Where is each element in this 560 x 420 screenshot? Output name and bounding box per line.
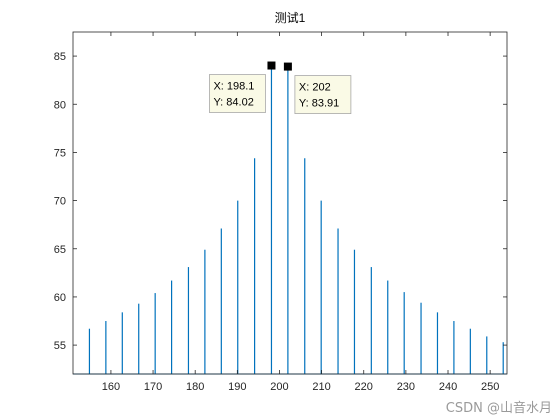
watermark: CSDN @山音水月 (445, 401, 552, 416)
y-tick-label: 60 (54, 292, 66, 304)
x-tick-label: 240 (439, 381, 457, 393)
x-tick-label: 220 (355, 381, 373, 393)
x-tick-label: 250 (481, 381, 499, 393)
x-tick-label: 160 (102, 381, 120, 393)
datatip-x-text: X: 202 (299, 82, 331, 94)
datatip-box (209, 74, 266, 113)
x-tick-label: 170 (144, 381, 162, 393)
x-tick-label: 200 (270, 381, 288, 393)
y-tick-label: 70 (54, 196, 66, 208)
datatip-marker (283, 62, 292, 71)
datatip-marker (267, 61, 276, 70)
datatip-y-text: Y: 84.02 (213, 97, 253, 109)
y-tick-label: 55 (54, 340, 66, 352)
x-tick-label: 210 (312, 381, 330, 393)
chart-title: 测试1 (275, 10, 306, 25)
datatip-box (294, 75, 352, 114)
y-tick-label: 85 (54, 51, 66, 63)
y-tick-label: 80 (54, 99, 66, 111)
datatip-y-text: Y: 83.91 (299, 98, 339, 110)
x-tick-label: 230 (397, 381, 415, 393)
y-tick-label: 65 (54, 244, 66, 256)
axes-box (72, 31, 508, 375)
y-tick-label: 75 (54, 147, 66, 159)
plot-area (73, 32, 507, 374)
datatip-x-text: X: 198.1 (213, 81, 254, 93)
x-tick-label: 180 (186, 381, 204, 393)
x-tick-label: 190 (228, 381, 246, 393)
